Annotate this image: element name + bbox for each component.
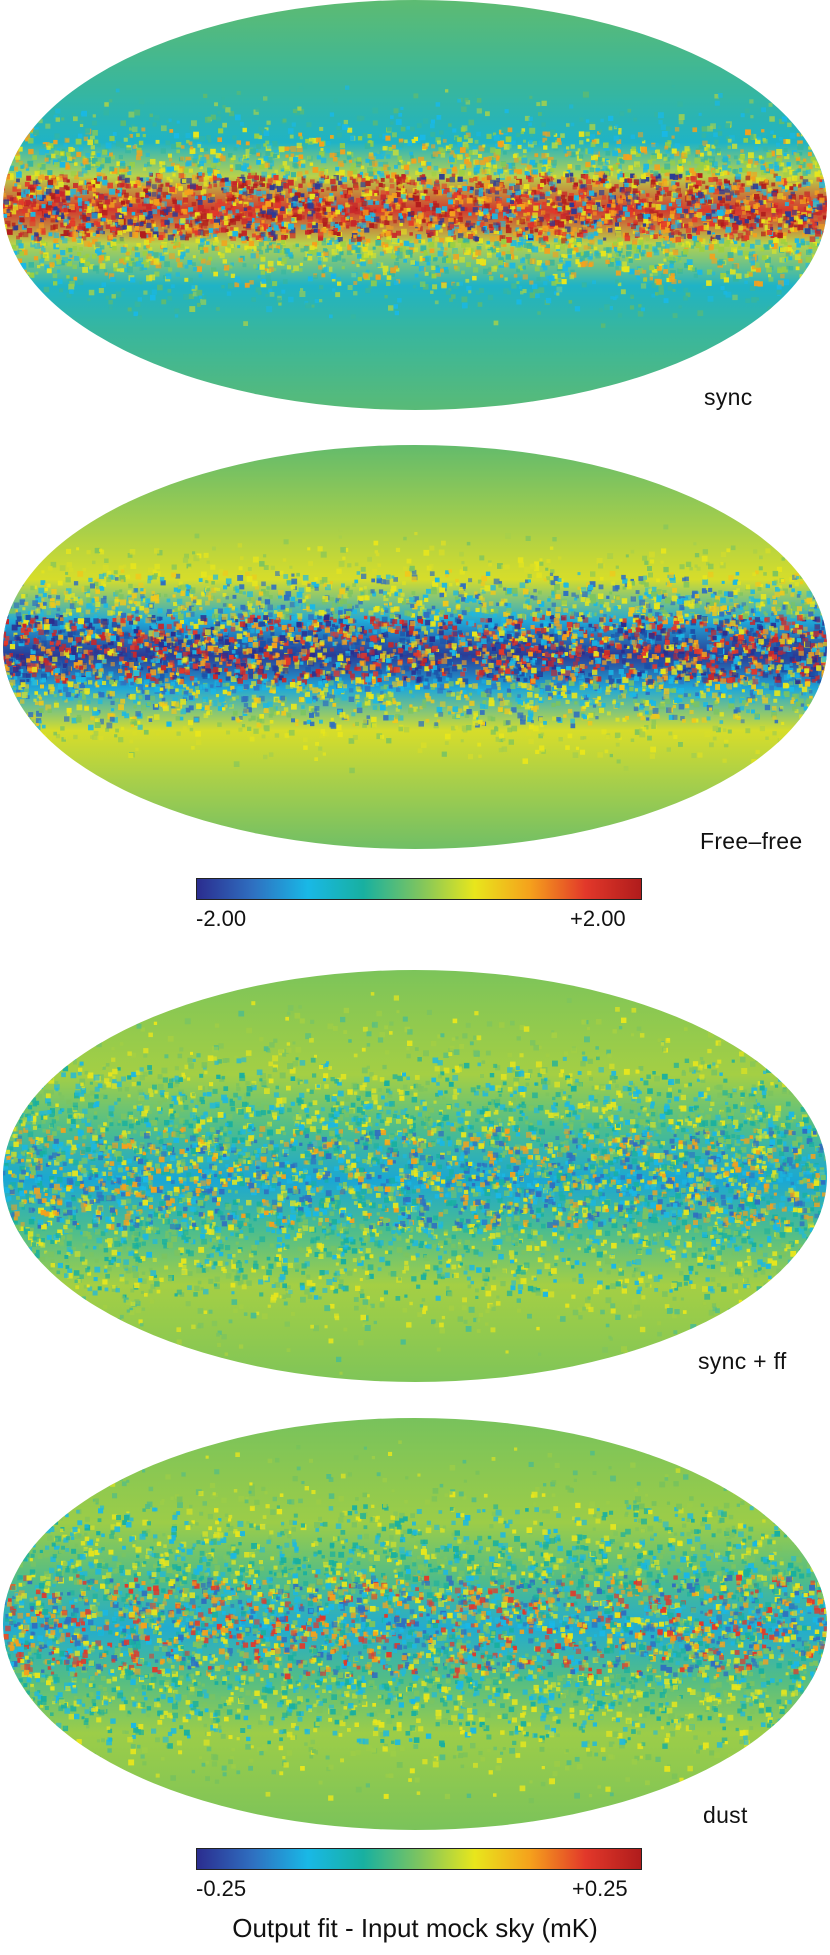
panel-label-free-free: Free–free	[700, 828, 802, 855]
colorbar-top	[196, 878, 642, 900]
sync-ff-map	[3, 970, 827, 1382]
dust-map	[3, 1418, 827, 1830]
sync-ff-noise	[3, 987, 827, 1375]
colorbar-bottom-gradient	[197, 1849, 641, 1869]
free-free-noise	[3, 524, 827, 774]
colorbar-bottom	[196, 1848, 642, 1870]
panel-label-sync: sync	[704, 384, 753, 411]
colorbar-bottom-min: -0.25	[196, 1876, 246, 1902]
colorbar-top-gradient	[197, 879, 641, 899]
colorbar-top-min: -2.00	[196, 906, 246, 932]
sync-noise	[3, 84, 827, 332]
colorbar-bottom-max: +0.25	[572, 1876, 628, 1902]
panel-label-sync-ff: sync + ff	[698, 1348, 787, 1375]
colorbar-top-max: +2.00	[570, 906, 626, 932]
sync-map	[3, 0, 827, 410]
free-free-map	[3, 445, 827, 849]
panel-label-dust: dust	[703, 1802, 748, 1829]
figure-caption: Output fit - Input mock sky (mK)	[0, 1913, 830, 1944]
